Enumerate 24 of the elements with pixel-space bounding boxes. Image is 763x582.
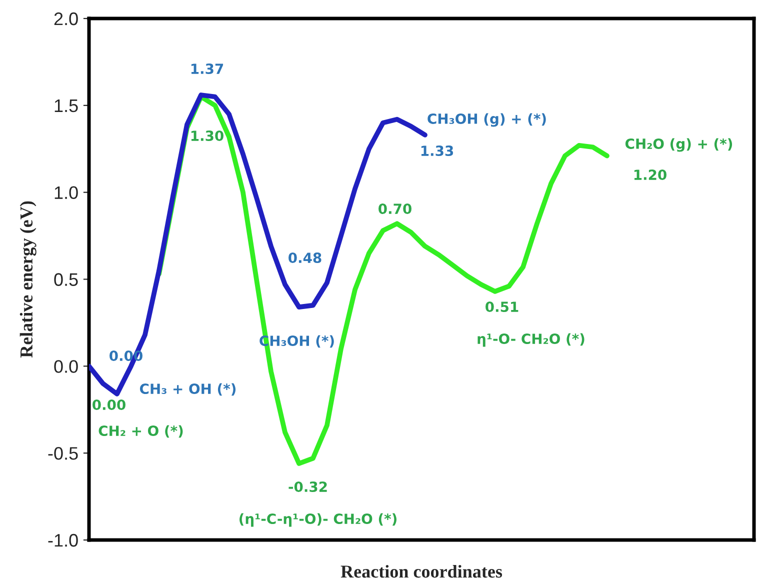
x-axis-title: Reaction coordinates <box>340 565 502 578</box>
annotation: 0.00 <box>92 400 126 410</box>
annotation: -0.32 <box>288 482 327 492</box>
y-tick-label: 2.0 <box>54 12 78 26</box>
annotation: CH₃ + OH (*) <box>140 383 236 396</box>
annotation: η¹-O- CH₂O (*) <box>478 333 584 347</box>
annotation: CH₂ + O (*) <box>98 425 183 438</box>
annotation: CH₃OH (g) + (*) <box>428 113 546 127</box>
annotation: 0.51 <box>486 302 518 312</box>
annotation: CH₂O (g) + (*) <box>625 138 732 152</box>
y-tick-label: 0.0 <box>54 360 78 373</box>
annotation: 1.37 <box>191 64 224 74</box>
annotation: 1.20 <box>634 170 666 180</box>
annotation: 1.33 <box>421 146 454 156</box>
annotation: 0.48 <box>288 252 322 264</box>
y-axis-title: Relative energy (eV) <box>20 201 36 358</box>
y-tick-label: 1.5 <box>54 100 78 112</box>
annotation: (η¹-C-η¹-O)- CH₂O (*) <box>240 513 396 527</box>
y-tick-label: 1.0 <box>54 186 78 200</box>
y-tick-label: -1.0 <box>48 534 78 547</box>
annotation: 0.70 <box>378 204 412 214</box>
annotation: 1.30 <box>191 130 224 142</box>
y-tick-label: 0.5 <box>54 273 78 286</box>
y-tick-label: -0.5 <box>48 447 78 460</box>
